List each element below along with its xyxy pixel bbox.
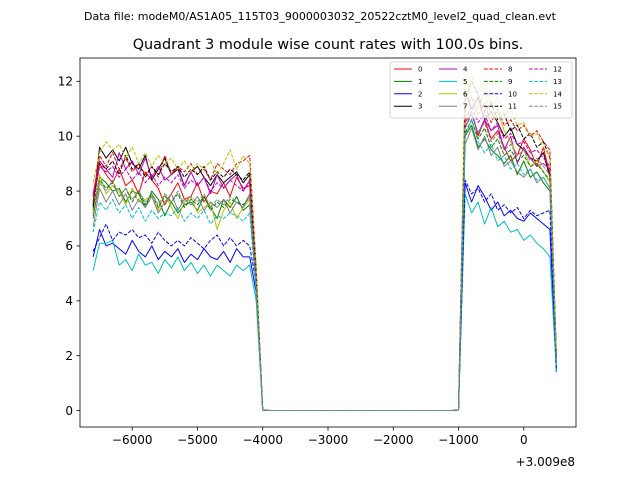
legend-box [389,61,573,119]
legend-label-11: 11 [508,103,517,111]
x-tick-label: 0 [520,433,528,447]
series-layer [92,75,557,411]
x-tick-label: −1000 [438,433,479,447]
chart-title: Quadrant 3 module wise count rates with … [133,37,524,53]
plot-background [80,58,576,427]
legend-label-6: 6 [463,90,468,98]
legend-label-12: 12 [553,66,562,74]
suptitle: Data file: modeM0/AS1A05_115T03_90000030… [84,10,557,23]
y-tick-label: 10 [58,129,73,143]
legend-label-15: 15 [553,103,562,111]
legend-label-2: 2 [418,90,422,98]
y-tick-label: 6 [65,239,73,253]
x-tick-label: −2000 [373,433,414,447]
legend-label-0: 0 [418,66,422,74]
legend-label-5: 5 [463,78,467,86]
x-tick-label: −6000 [112,433,153,447]
x-offset-label: +3.009e8 [516,455,575,469]
series-line-15 [92,111,557,411]
legend-label-9: 9 [508,78,512,86]
y-tick-label: 8 [65,184,73,198]
series-line-11 [92,80,557,411]
legend-label-1: 1 [418,78,422,86]
legend-label-7: 7 [463,103,467,111]
y-tick-label: 0 [65,404,73,418]
x-tick-label: −4000 [242,433,283,447]
x-tick-label: −5000 [177,433,218,447]
legend-label-8: 8 [508,66,512,74]
legend-label-14: 14 [553,90,562,98]
y-tick-label: 4 [65,294,73,308]
series-line-10 [92,179,557,411]
legend-label-13: 13 [553,78,562,86]
plot-area [80,58,576,427]
legend-label-4: 4 [463,66,468,74]
legend-label-10: 10 [508,90,517,98]
x-tick-label: −3000 [308,433,349,447]
legend-label-3: 3 [418,103,422,111]
series-line-13 [92,119,557,411]
y-tick-label: 12 [58,75,73,89]
y-tick-label: 2 [65,349,73,363]
